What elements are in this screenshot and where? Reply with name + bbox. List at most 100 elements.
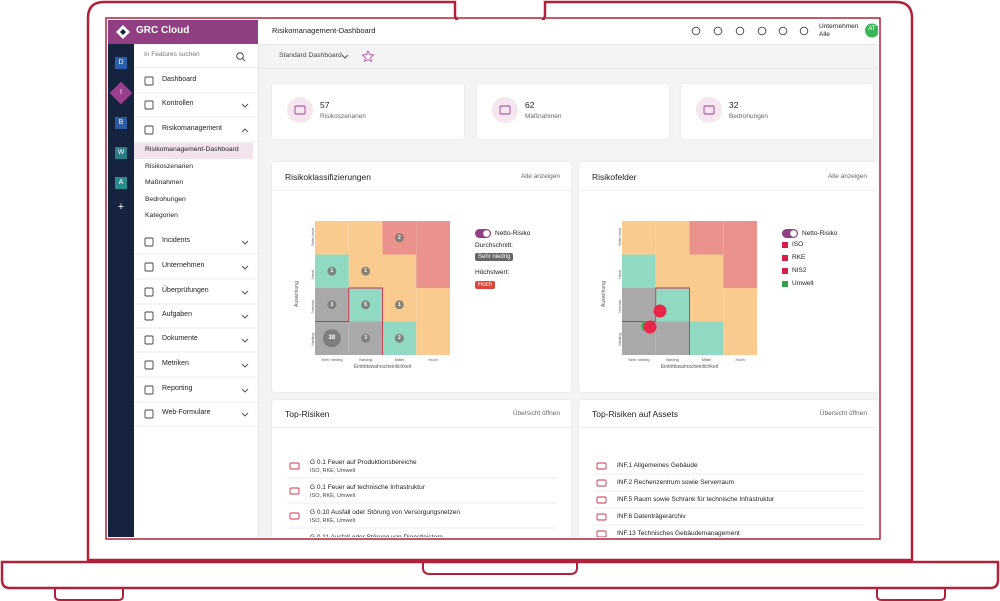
- submenu-item[interactable]: Kategorien: [145, 212, 178, 219]
- divider: [272, 427, 571, 428]
- count-badge: [327, 266, 337, 276]
- matrix-cell: [416, 321, 450, 355]
- header-icon: [778, 26, 788, 36]
- nav-item[interactable]: Web-Formulare: [162, 409, 211, 416]
- user-scope: Alle: [819, 31, 830, 38]
- count-badge: [361, 300, 371, 310]
- card-link[interactable]: Alle anzeigen: [520, 173, 560, 180]
- matrix-cell: [416, 288, 450, 322]
- kpi-value: 62: [525, 100, 535, 110]
- card-title: Top-Risiken auf Assets: [592, 409, 678, 419]
- matrix-cell: [689, 221, 724, 255]
- nav-item[interactable]: Dashboard: [162, 76, 197, 83]
- risk-matrix: [315, 221, 450, 355]
- header-icon: [691, 26, 701, 36]
- avatar-initials[interactable]: AT: [868, 26, 876, 32]
- submenu-item[interactable]: Risikomanagement-Dashboard: [145, 146, 239, 153]
- chevron: [241, 388, 249, 393]
- nav-item[interactable]: Metriken: [162, 360, 189, 367]
- count-badge: [394, 233, 404, 243]
- header-icon: [757, 26, 767, 36]
- card-link[interactable]: Alle anzeigen: [827, 173, 867, 180]
- risk-icon: [289, 462, 300, 470]
- brand-name: GRC Cloud: [136, 25, 190, 36]
- kpi-icon: [287, 97, 313, 123]
- risk-icon: [596, 479, 607, 487]
- workspace-button[interactable]: B: [115, 117, 127, 129]
- toggle-label[interactable]: Netto-Risiko: [802, 230, 838, 237]
- y-axis-label: Auswirkung: [601, 281, 607, 307]
- risk-matrix: [622, 221, 757, 355]
- workspace-label: D: [118, 59, 124, 66]
- workspace-label: +: [117, 201, 125, 213]
- toggle-label[interactable]: Netto-Risiko: [495, 230, 531, 237]
- x-category: Sehr niedrig: [628, 357, 650, 362]
- search-input[interactable]: In Features suchen: [144, 51, 200, 58]
- list-item-title[interactable]: INF.13 Technisches Gebäudemanagement: [617, 530, 740, 537]
- chevron: [341, 54, 349, 59]
- header-icons: [691, 23, 878, 38]
- list-item-title[interactable]: INF.2 Rechenzentrum sowie Serverraum: [617, 479, 735, 486]
- icon: [294, 105, 306, 115]
- chevron: [241, 103, 249, 108]
- nav-icons: [134, 76, 258, 427]
- icon-bg: [492, 97, 518, 123]
- dashboard-select[interactable]: Standard Dashboard: [279, 52, 342, 59]
- nav-item[interactable]: Unternehmen: [162, 262, 205, 269]
- divider: [579, 427, 878, 428]
- workspace-label: W: [117, 149, 125, 156]
- nav-item[interactable]: Incidents: [162, 237, 191, 244]
- submenu-item[interactable]: Maßnahmen: [145, 179, 184, 186]
- nav-item[interactable]: Risikomanagement: [162, 125, 222, 132]
- risk-icon: [596, 513, 607, 521]
- submenu-item[interactable]: Risikoszenarien: [145, 163, 193, 170]
- divider: [272, 190, 571, 191]
- matrix-cell: [723, 321, 757, 355]
- list-item-title[interactable]: G 0.11 Ausfall oder Störung von Dienstle…: [310, 534, 443, 537]
- workspace-button[interactable]: A: [115, 177, 127, 189]
- card-title: Risikofelder: [592, 172, 637, 182]
- nav-icon: [144, 100, 154, 110]
- submenu-item[interactable]: Bedrohungen: [145, 196, 186, 203]
- logo-inner: [120, 29, 126, 35]
- list-item-title[interactable]: G 0.1 Feuer auf technische Infrastruktur: [310, 484, 425, 491]
- nav-item[interactable]: Aufgaben: [162, 311, 192, 318]
- list-item-title[interactable]: INF.6 Datenträgerarchiv: [617, 513, 686, 520]
- divider: [579, 190, 878, 191]
- screen: GRC Cloud D I B W A + In Features suchen Dashboa…: [108, 20, 878, 537]
- nav-item[interactable]: Kontrollen: [162, 100, 194, 107]
- chevron: [241, 363, 249, 368]
- nav-icon: [144, 385, 154, 395]
- stat-badge: Sehr niedrig: [475, 253, 514, 261]
- card-link[interactable]: Übersicht öffnen: [819, 410, 867, 417]
- card-link[interactable]: Übersicht öffnen: [512, 410, 560, 417]
- risk-dot: [653, 304, 667, 318]
- stat-badge: Hoch: [475, 281, 496, 289]
- nav-item[interactable]: Überprüfungen: [162, 287, 209, 294]
- nav-item[interactable]: Dokumente: [162, 335, 198, 342]
- list-item-title[interactable]: G 0.10 Ausfall oder Störung von Versorgu…: [310, 509, 460, 516]
- count-badge: [394, 300, 404, 310]
- list-icons: [287, 462, 557, 529]
- list-item-title[interactable]: G 0.1 Feuer auf Produktionsbereiche: [310, 459, 417, 466]
- workspace-button[interactable]: W: [115, 147, 127, 159]
- search-icon: [236, 52, 246, 62]
- workspace-button[interactable]: +: [115, 201, 127, 213]
- x-category: Hoch: [428, 357, 438, 362]
- y-category: Sehr hoch: [617, 227, 622, 246]
- submenu-active: [134, 143, 253, 159]
- matrix-cell: [655, 321, 690, 355]
- count-badge: [394, 333, 404, 343]
- matrix-cell: [315, 221, 349, 255]
- x-axis-label: Eintrittswahrscheinlichkeit: [660, 364, 719, 370]
- list-item-title[interactable]: INF.5 Raum sowie Schrank für technische …: [617, 496, 775, 503]
- workspace-button[interactable]: D: [115, 57, 127, 69]
- brand-bar: [108, 20, 258, 44]
- header-icon: [735, 26, 745, 36]
- count-label: 3: [330, 301, 334, 308]
- avatar: [865, 23, 878, 38]
- list-item-title[interactable]: INF.1 Allgemeines Gebäude: [617, 462, 698, 469]
- nav-icon: [144, 287, 154, 297]
- nav-item[interactable]: Reporting: [162, 385, 193, 392]
